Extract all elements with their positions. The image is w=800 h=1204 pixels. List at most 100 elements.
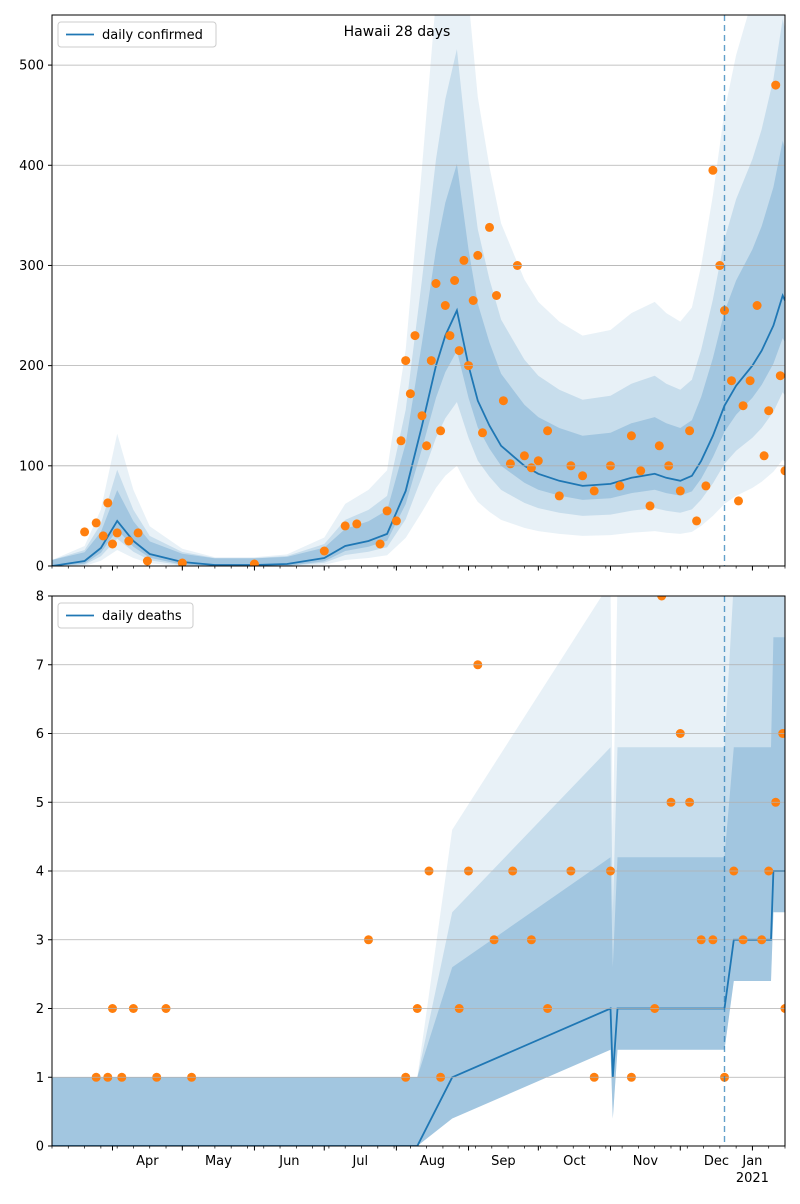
- data-point: [426, 356, 436, 366]
- data-point: [91, 518, 101, 528]
- data-point: [578, 471, 588, 481]
- y-tick-label: 0: [36, 560, 44, 575]
- x-tick-label: Jun: [278, 1154, 299, 1169]
- y-tick-label: 8: [36, 590, 44, 605]
- legend-box: [57, 602, 194, 629]
- x-tick-label: Apr: [136, 1154, 159, 1169]
- legend-label: daily confirmed: [102, 28, 203, 43]
- data-point: [124, 536, 134, 546]
- uncertainty-band: [52, 19, 785, 566]
- data-point: [752, 301, 762, 310]
- data-point: [657, 596, 667, 601]
- legend: daily confirmed: [57, 21, 217, 48]
- legend-box: [57, 21, 217, 48]
- data-point: [685, 426, 695, 436]
- y-tick-label: 200: [19, 359, 44, 374]
- x-tick-label: May: [205, 1154, 232, 1169]
- data-point: [526, 463, 536, 473]
- data-point: [478, 428, 487, 438]
- x-tick-label: Aug: [420, 1154, 445, 1169]
- data-point: [396, 436, 406, 446]
- data-point: [340, 521, 350, 531]
- data-point: [764, 406, 774, 416]
- data-point: [473, 250, 483, 260]
- data-point: [775, 371, 785, 381]
- data-point: [108, 539, 117, 549]
- y-tick-label: 4: [36, 865, 44, 880]
- data-point: [771, 80, 781, 90]
- x-tick-label: Nov: [633, 1154, 659, 1169]
- data-point: [615, 481, 625, 491]
- legend: daily deaths: [57, 602, 194, 629]
- plot-area-0: [52, 15, 785, 566]
- data-point: [745, 376, 755, 386]
- data-point: [133, 528, 143, 538]
- data-point: [401, 356, 411, 366]
- x-tick-label: Sep: [491, 1154, 516, 1169]
- data-point: [459, 255, 469, 265]
- data-point: [519, 451, 529, 461]
- y-tick-label: 2: [36, 1002, 44, 1017]
- data-point: [543, 426, 553, 436]
- x-tick-label: Dec: [704, 1154, 729, 1169]
- uncertainty-band: [52, 15, 785, 566]
- y-tick-label: 5: [36, 796, 44, 811]
- data-point: [727, 376, 736, 386]
- data-point: [498, 396, 508, 406]
- y-tick-label: 1: [36, 1071, 44, 1086]
- x-tick-sublabel: 2021: [736, 1171, 769, 1186]
- data-point: [636, 466, 646, 476]
- data-point: [375, 539, 385, 549]
- y-tick-label: 300: [19, 259, 44, 274]
- uncertainty-band: [52, 637, 785, 1146]
- data-point: [352, 519, 362, 529]
- data-point: [759, 451, 769, 461]
- data-point: [626, 431, 636, 441]
- data-point: [468, 296, 478, 305]
- data-point: [382, 506, 392, 516]
- data-point: [177, 558, 187, 566]
- data-point: [436, 426, 446, 436]
- x-tick-label: Jan: [741, 1154, 762, 1169]
- data-point: [319, 546, 329, 556]
- data-point: [391, 516, 401, 526]
- data-point: [431, 279, 441, 288]
- data-point: [112, 528, 122, 538]
- data-point: [734, 496, 743, 506]
- legend-label: daily deaths: [102, 609, 182, 624]
- data-point: [410, 331, 420, 341]
- y-tick-label: 3: [36, 933, 44, 948]
- y-tick-label: 400: [19, 159, 44, 174]
- series-line-daily-confirmed: [52, 292, 785, 566]
- data-point: [589, 486, 599, 496]
- data-point: [103, 498, 113, 508]
- y-tick-label: 500: [19, 59, 44, 74]
- data-point: [708, 165, 718, 175]
- data-point: [454, 346, 464, 356]
- x-tick-label: Jul: [351, 1154, 368, 1169]
- axes-frame: [51, 14, 786, 567]
- data-point: [80, 527, 90, 537]
- data-point: [485, 222, 494, 232]
- data-point: [422, 441, 432, 451]
- uncertainty-band: [52, 140, 785, 566]
- data-point: [654, 441, 664, 451]
- data-point: [450, 276, 460, 285]
- data-point: [738, 401, 748, 411]
- y-tick-label: 0: [36, 1140, 44, 1155]
- y-tick-label: 100: [19, 459, 44, 474]
- data-point: [692, 516, 702, 526]
- chart-title: Hawaii 28 days: [344, 24, 451, 40]
- data-point: [492, 291, 501, 300]
- data-point: [505, 459, 515, 469]
- data-point: [417, 411, 427, 421]
- data-point: [780, 466, 785, 476]
- data-point: [533, 456, 543, 466]
- x-tick-label: Oct: [563, 1154, 585, 1169]
- data-point: [701, 481, 711, 491]
- data-point: [554, 491, 564, 501]
- data-point: [440, 301, 450, 310]
- data-point: [445, 331, 455, 341]
- data-point: [645, 501, 655, 511]
